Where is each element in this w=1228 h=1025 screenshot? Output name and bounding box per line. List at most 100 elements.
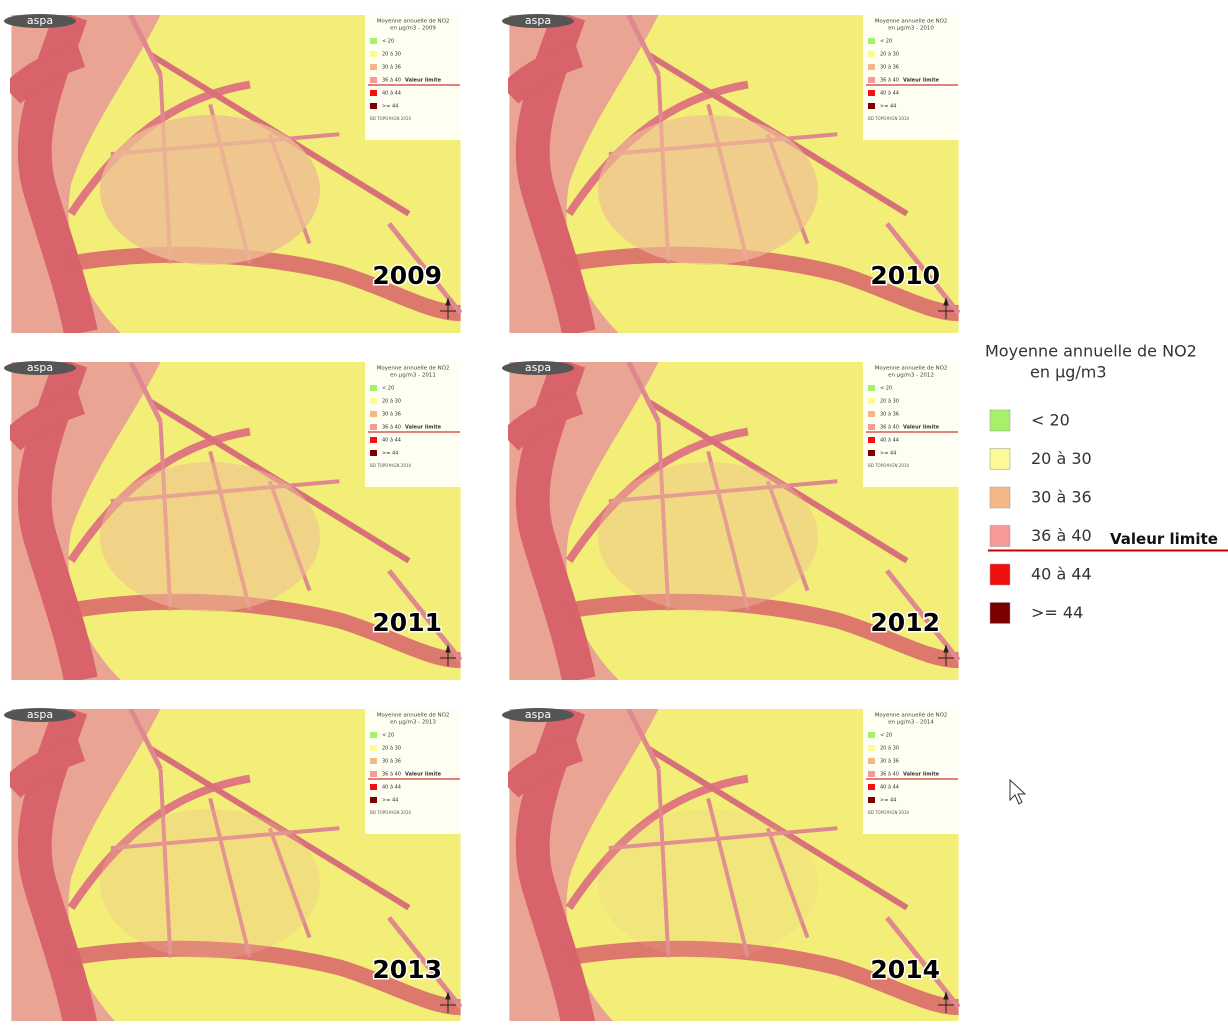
mini-legend-swatch: [370, 797, 377, 803]
map-zone: [100, 115, 320, 265]
mini-legend-swatch: [868, 732, 875, 738]
mini-legend-swatch: [370, 424, 377, 430]
mini-legend-label: < 20: [880, 733, 892, 739]
mini-legend-swatch: [370, 437, 377, 443]
mini-legend-swatch: [370, 771, 377, 777]
mini-legend-label: 40 à 44: [880, 90, 899, 97]
legend-label: >= 44: [1031, 603, 1083, 622]
mini-legend-subtitle: en µg/m3 - 2009: [390, 26, 436, 32]
mini-legend-swatch: [370, 732, 377, 738]
mini-legend-title: Moyenne annuelle de NO2: [875, 366, 948, 372]
mini-legend-label: >= 44: [880, 798, 896, 804]
mini-legend-label: >= 44: [880, 104, 896, 110]
mini-legend-swatch: [868, 64, 875, 70]
mini-legend-label: < 20: [382, 386, 394, 392]
mini-source: BD TOPO®IGN 2014: [868, 810, 909, 815]
mini-legend-title: Moyenne annuelle de NO2: [377, 366, 450, 372]
legend-swatch: [990, 487, 1010, 508]
mini-legend-swatch: [868, 90, 875, 96]
mini-legend-swatch: [370, 784, 377, 790]
mini-legend-label: 20 à 30: [880, 745, 899, 752]
map-zone: [598, 115, 818, 265]
legend-swatch: [990, 564, 1010, 585]
mini-legend-swatch: [868, 411, 875, 417]
legend-swatch: [990, 449, 1010, 470]
mini-legend-label: 30 à 36: [880, 411, 899, 418]
year-label: 2012: [870, 608, 940, 637]
mini-limit-label: Valeur limite: [405, 78, 442, 84]
mini-legend-swatch: [370, 38, 377, 44]
mini-legend-label: >= 44: [382, 451, 398, 457]
body: aspaMoyenne annuelle de NO2en µg/m3 - 20…: [0, 0, 1228, 1025]
mini-legend-label: 36 à 40: [880, 424, 899, 431]
year-label: 2011: [372, 608, 442, 637]
page: NO2 {"panels":[ {"year":"2009","logo":"a…: [0, 0, 1228, 1025]
mini-legend-swatch: [370, 90, 377, 96]
mini-legend-subtitle: en µg/m3 - 2011: [390, 373, 436, 379]
year-label: 2009: [372, 261, 442, 290]
mini-legend-swatch: [868, 51, 875, 57]
mini-legend-title: Moyenne annuelle de NO2: [377, 713, 450, 719]
mini-legend-label: 30 à 36: [880, 64, 899, 71]
map-zone: [100, 462, 320, 612]
mini-legend-swatch: [868, 398, 875, 404]
mini-legend-swatch: [370, 758, 377, 764]
mini-legend-swatch: [370, 77, 377, 83]
mini-legend-swatch: [868, 771, 875, 777]
map-panel: aspa Moyenne annuelle de NO2en µg/m3 - 20…: [4, 14, 462, 333]
mini-legend-label: 20 à 30: [880, 398, 899, 405]
mini-legend-label: 20 à 30: [382, 745, 401, 752]
mini-legend-subtitle: en µg/m3 - 2013: [390, 720, 436, 726]
mini-legend-label: 40 à 44: [880, 784, 899, 791]
mini-legend-swatch: [370, 385, 377, 391]
mini-legend-label: < 20: [382, 733, 394, 739]
mini-legend-label: < 20: [880, 39, 892, 45]
mini-limit-label: Valeur limite: [903, 78, 940, 84]
legend-label: 20 à 30: [1031, 449, 1092, 468]
mini-legend-label: 20 à 30: [880, 51, 899, 58]
mini-legend-label: 30 à 36: [382, 758, 401, 765]
logo: aspa: [27, 708, 53, 721]
logo: aspa: [525, 708, 551, 721]
mini-legend-swatch: [370, 64, 377, 70]
mini-limit-label: Valeur limite: [903, 772, 940, 778]
mini-legend-label: 40 à 44: [382, 437, 401, 444]
mini-legend-swatch: [868, 424, 875, 430]
mini-legend-subtitle: en µg/m3 - 2014: [888, 720, 934, 726]
mini-legend-title: Moyenne annuelle de NO2: [875, 19, 948, 25]
mini-legend-label: 36 à 40: [382, 424, 401, 431]
mini-legend-label: >= 44: [382, 104, 398, 110]
legend-label: 40 à 44: [1031, 565, 1092, 584]
mini-source: BD TOPO®IGN 2014: [868, 463, 909, 468]
mini-legend-title: Moyenne annuelle de NO2: [377, 19, 450, 25]
mini-limit-label: Valeur limite: [405, 425, 442, 431]
legend-label: < 20: [1031, 411, 1070, 430]
screen: aspaMoyenne annuelle de NO2en µg/m3 - 20…: [0, 0, 1228, 1021]
cursor: [1010, 780, 1025, 804]
mini-legend-subtitle: en µg/m3 - 2010: [888, 26, 934, 32]
mini-legend-label: 36 à 40: [880, 771, 899, 778]
legend-swatch: [990, 410, 1010, 431]
mini-legend-swatch: [370, 398, 377, 404]
mini-legend-swatch: [370, 450, 377, 456]
mini-legend-label: < 20: [382, 39, 394, 45]
map-panel: aspaMoyenne annuelle de NO2en µg/m3 - 20…: [502, 14, 960, 333]
mini-legend-label: < 20: [880, 386, 892, 392]
mini-source: BD TOPO®IGN 2014: [370, 463, 411, 468]
mini-legend-swatch: [868, 437, 875, 443]
legend-title: Moyenne annuelle de NO2: [985, 342, 1197, 361]
mini-source: BD TOPO®IGN 2014: [370, 810, 411, 815]
mini-legend-swatch: [868, 797, 875, 803]
mini-legend-label: 40 à 44: [880, 437, 899, 444]
mini-legend-swatch: [868, 38, 875, 44]
logo: aspa: [27, 14, 53, 27]
mini-legend-label: >= 44: [880, 451, 896, 457]
mini-legend-label: >= 44: [382, 798, 398, 804]
mini-legend-label: 40 à 44: [382, 90, 401, 97]
mini-legend-label: 36 à 40: [880, 77, 899, 84]
mini-legend-swatch: [868, 784, 875, 790]
mini-legend-title: Moyenne annuelle de NO2: [875, 713, 948, 719]
mini-legend-swatch: [370, 411, 377, 417]
logo: aspa: [27, 361, 53, 374]
